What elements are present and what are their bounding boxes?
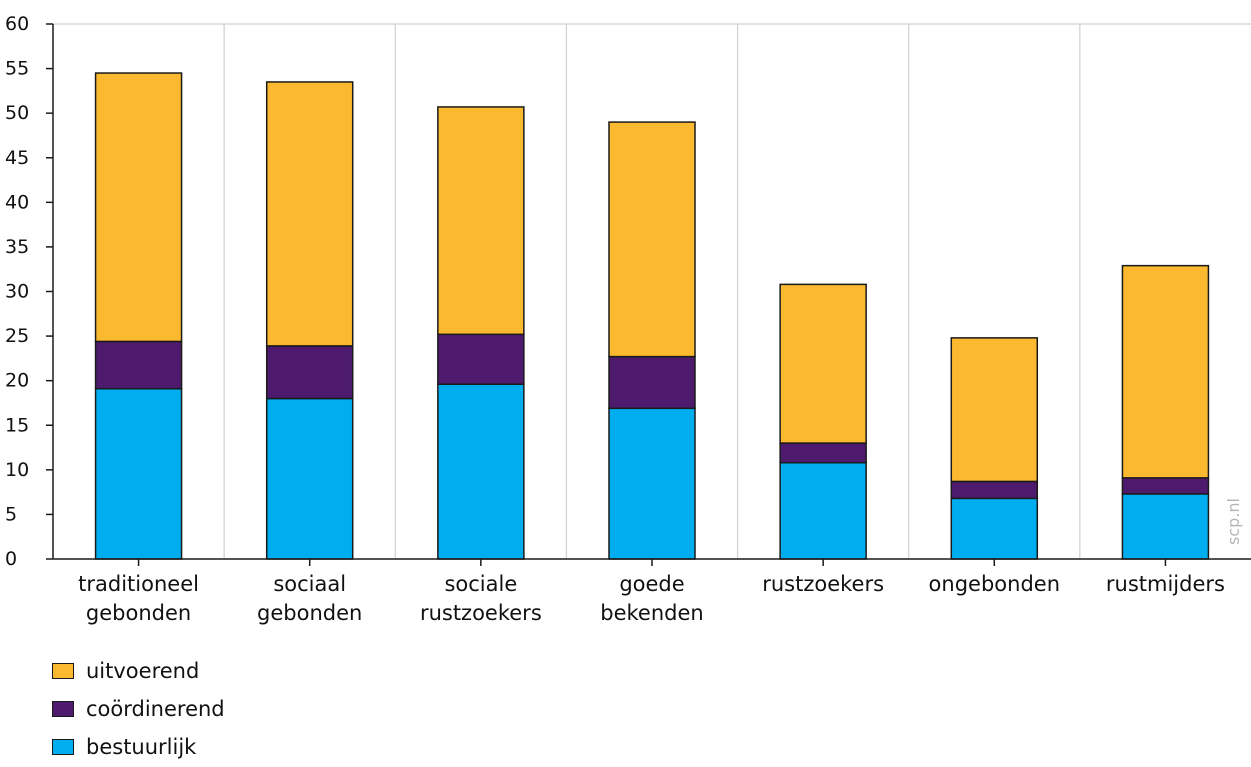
legend-swatch-bestuurlijk <box>52 739 74 755</box>
legend-label-coordinerend: coördinerend <box>86 697 225 721</box>
bar-segment-uitvoerend <box>265 81 354 347</box>
bar-segment-coordinerend <box>265 345 354 400</box>
legend-swatch-uitvoerend <box>52 663 74 679</box>
y-tick-label: 15 <box>5 414 29 436</box>
legend: uitvoerend coördinerend bestuurlijk <box>52 652 225 766</box>
bar-segment-uitvoerend <box>1121 264 1210 479</box>
x-category-label: sociale rustzoekers <box>420 572 542 625</box>
bar-segment-bestuurlijk <box>779 461 867 560</box>
legend-swatch-coordinerend <box>52 701 74 717</box>
y-tick-label: 20 <box>5 370 29 392</box>
x-category-label: sociaal gebonden <box>257 572 362 625</box>
bar-segment-uitvoerend <box>437 106 525 336</box>
bar-segment-uitvoerend <box>608 121 696 358</box>
y-tick-label: 5 <box>5 503 17 525</box>
y-tick-label: 10 <box>5 459 29 481</box>
x-category-label: goede bekenden <box>600 572 703 625</box>
axis-layer <box>46 23 1251 566</box>
x-category-label: rustzoekers <box>762 572 884 596</box>
y-tick-label: 40 <box>5 191 29 213</box>
grid-layer <box>53 23 1251 559</box>
y-tick-label: 45 <box>5 147 29 169</box>
legend-item-uitvoerend: uitvoerend <box>52 652 225 690</box>
stacked-bar-chart: 0 5 10 15 20 25 30 35 40 45 50 55 60 traditioneel gebo… <box>5 13 1251 625</box>
legend-label-bestuurlijk: bestuurlijk <box>86 735 197 759</box>
bar-segment-coordinerend <box>779 442 867 464</box>
bar-segment-coordinerend <box>437 333 525 385</box>
bar-segment-bestuurlijk <box>950 497 1039 560</box>
labels-layer: 0 5 10 15 20 25 30 35 40 45 50 55 60 traditioneel gebo… <box>5 13 1225 625</box>
y-tick-label: 35 <box>5 236 29 258</box>
bar-segment-uitvoerend <box>950 337 1039 483</box>
bar-segment-bestuurlijk <box>608 407 696 560</box>
bar-segment-coordinerend <box>608 355 696 410</box>
bar-segment-bestuurlijk <box>1121 493 1210 560</box>
y-tick-label: 60 <box>5 13 29 35</box>
legend-item-coordinerend: coördinerend <box>52 690 225 728</box>
legend-item-bestuurlijk: bestuurlijk <box>52 728 225 766</box>
bar-segment-uitvoerend <box>779 283 867 444</box>
bar-segment-uitvoerend <box>94 72 183 343</box>
bars-layer <box>94 72 1210 560</box>
y-tick-label: 55 <box>5 58 29 80</box>
bar-segment-coordinerend <box>1121 477 1210 495</box>
bar-segment-coordinerend <box>94 340 183 390</box>
y-tick-label: 50 <box>5 102 29 124</box>
bar-segment-bestuurlijk <box>265 397 354 560</box>
x-category-label: rustmijders <box>1106 572 1225 596</box>
y-tick-label: 30 <box>5 281 29 303</box>
x-category-label: ongebonden <box>929 572 1060 596</box>
y-tick-label: 25 <box>5 325 29 347</box>
bar-segment-bestuurlijk <box>437 383 525 560</box>
watermark-text: scp.nl <box>1224 498 1243 545</box>
x-category-label: traditioneel gebonden <box>78 572 199 625</box>
bar-segment-coordinerend <box>950 480 1039 500</box>
legend-label-uitvoerend: uitvoerend <box>86 659 200 683</box>
y-tick-label: 0 <box>5 548 17 570</box>
bar-segment-bestuurlijk <box>94 387 183 560</box>
